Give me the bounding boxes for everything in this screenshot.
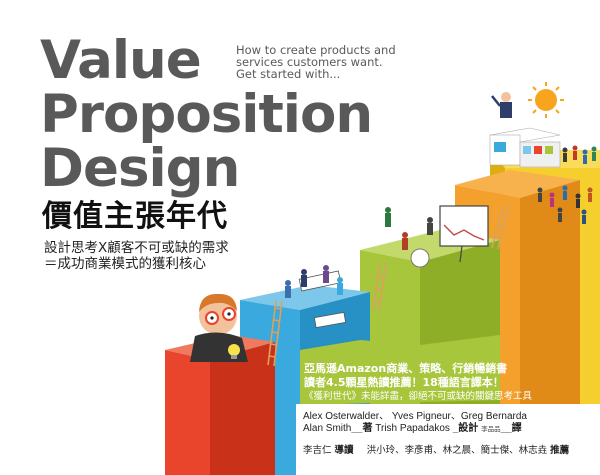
presenter-figure (492, 92, 512, 118)
recommenders: 洪小玲、李彥甫、林之晨、簡士傑、林志垚 (367, 445, 548, 456)
chinese-subtitle-line: ＝成功商業模式的獲利核心 (44, 256, 229, 272)
title-line-proposition: Proposition (40, 88, 372, 141)
chinese-subtitle: 設計思考Ⅹ顧客不可或缺的需求 ＝成功商業模式的獲利核心 (44, 240, 229, 272)
translator-role: __譯 (501, 423, 522, 434)
translator-name: 李品品 (481, 426, 501, 433)
authors-line-2: Alan Smith__著 Trish Papadakos _設計 李品品__譯 (303, 423, 527, 436)
authors-line: Alex Osterwalder、 Yves Pigneur、Greg Bern… (303, 411, 527, 423)
shop-building (490, 128, 560, 167)
recommend-line: 李吉仁 導讀 洪小玲、李彥甫、林之晨、簡士傑、林志垚 推薦 (303, 442, 569, 456)
sun-icon (528, 82, 564, 118)
author-name: Alan Smith (303, 423, 351, 434)
title-line-value: Value (40, 34, 201, 87)
title-line-design: Design (40, 142, 239, 195)
designer-role: _設計 (453, 423, 479, 434)
author-role: __著 (351, 423, 372, 434)
guide-role: 導讀 (335, 445, 354, 456)
author-credits: Alex Osterwalder、 Yves Pigneur、Greg Bern… (303, 411, 527, 436)
designer-name: Trish Papadakos (375, 423, 450, 434)
chinese-title: 價值主張年代 (42, 202, 228, 232)
tagline: How to create products and services cust… (236, 44, 416, 80)
recommend-role: 推薦 (550, 445, 569, 456)
blurb-line: 讀者4.5顆星熱讀推薦！18種語言譯本！ (304, 376, 532, 390)
promo-blurb: 亞馬遜Amazon商業、策略、行銷暢銷書 讀者4.5顆星熱讀推薦！18種語言譯本… (304, 362, 532, 404)
blurb-line: 亞馬遜Amazon商業、策略、行銷暢銷書 (304, 362, 532, 376)
guide-name: 李吉仁 (303, 445, 332, 456)
tagline-line: Get started with... (236, 68, 416, 80)
chinese-subtitle-line: 設計思考Ⅹ顧客不可或缺的需求 (44, 240, 229, 256)
blurb-line: 《獲利世代》未能詳盡，卻絕不可或缺的關鍵思考工具 (304, 390, 532, 404)
